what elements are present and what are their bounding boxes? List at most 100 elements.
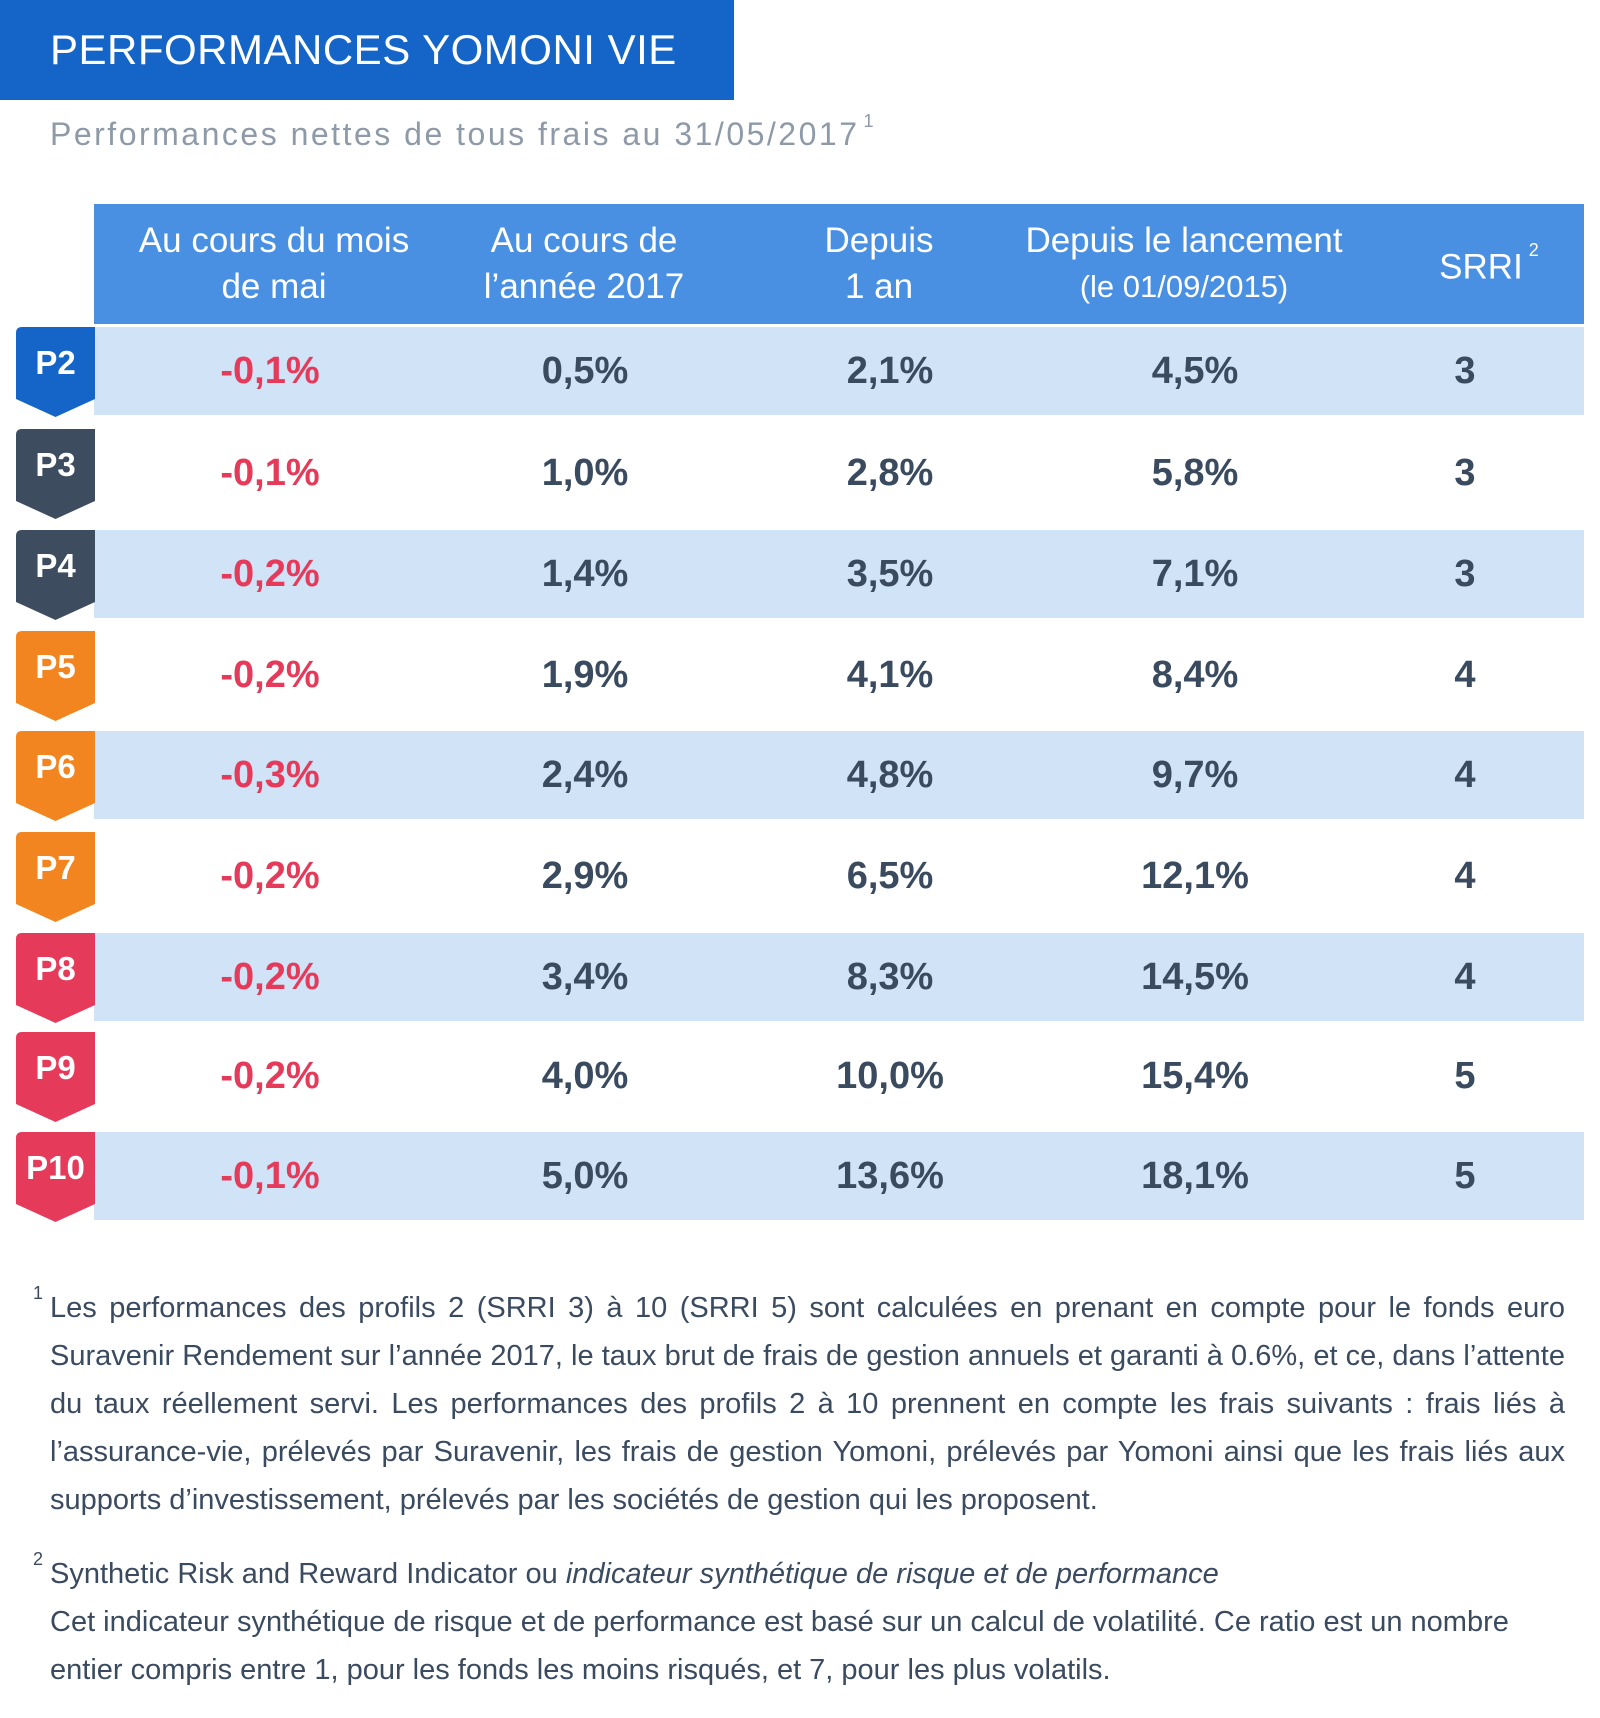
table-row: P9 -0,2% 4,0% 10,0% 15,4% 5: [0, 1032, 1600, 1122]
column-header-since-launch-date: (le 01/09/2015): [1079, 269, 1289, 304]
footnote-2-title-text: Synthetic Risk and Reward Indicator ou: [50, 1558, 566, 1590]
subtitle-footnote-marker: 1: [863, 111, 874, 132]
cell-since-launch: 9,7%: [1151, 754, 1239, 796]
footnote-2-marker: 2: [33, 1549, 44, 1569]
profile-badge: P10: [16, 1132, 95, 1222]
page-subtitle: Performances nettes de tous frais au 31/…: [50, 111, 874, 153]
footnote-2-title-italic: indicateur synthétique de risque et de p…: [565, 1558, 1219, 1590]
cell-month: -0,1%: [220, 452, 320, 494]
table-row: P8 -0,2% 3,4% 8,3% 14,5% 4: [0, 933, 1600, 1023]
footnote-1: Les performances des profils 2 (SRRI 3) …: [50, 1292, 1565, 1516]
cell-one-year: 3,5%: [846, 553, 934, 595]
srri-footnote-marker: 2: [1528, 240, 1539, 261]
cell-one-year: 8,3%: [846, 956, 934, 998]
cell-srri: 4: [1454, 654, 1476, 696]
cell-month: -0,2%: [220, 654, 320, 696]
badge-shape-icon: [16, 832, 95, 922]
row-background: [94, 327, 1584, 415]
cell-year: 2,9%: [541, 855, 629, 897]
profile-badge: P4: [16, 530, 95, 620]
row-background: [94, 530, 1584, 618]
profile-badge: P3: [16, 429, 95, 519]
cell-one-year: 2,8%: [846, 452, 934, 494]
profile-badge: P9: [16, 1032, 95, 1122]
cell-year: 5,0%: [541, 1155, 629, 1197]
column-header-year-line2: l’année 2017: [483, 267, 685, 306]
cell-month: -0,1%: [220, 1155, 320, 1197]
profile-label: P6: [35, 748, 76, 785]
column-header-srri: SRRI 2: [1399, 204, 1579, 324]
badge-shape-icon: [16, 933, 95, 1023]
row-background: [94, 933, 1584, 1021]
cell-srri: 3: [1454, 452, 1476, 494]
cell-since-launch: 5,8%: [1151, 452, 1239, 494]
profile-label: P10: [26, 1149, 85, 1186]
cell-one-year: 4,1%: [846, 654, 934, 696]
table-row: P3 -0,1% 1,0% 2,8% 5,8% 3: [0, 429, 1600, 519]
cell-since-launch: 8,4%: [1151, 654, 1239, 696]
table-row: P5 -0,2% 1,9% 4,1% 8,4% 4: [0, 631, 1600, 721]
table-row: P7 -0,2% 2,9% 6,5% 12,1% 4: [0, 832, 1600, 922]
cell-srri: 3: [1454, 350, 1476, 392]
table-row: P6 -0,3% 2,4% 4,8% 9,7% 4: [0, 731, 1600, 821]
footnote-2-text: Cet indicateur synthétique de risque et …: [50, 1606, 1509, 1686]
profile-label: P2: [35, 344, 76, 381]
profile-label: P8: [35, 950, 76, 987]
column-header-month-line1: Au cours du mois: [138, 221, 410, 260]
cell-year: 3,4%: [541, 956, 629, 998]
cell-since-launch: 4,5%: [1151, 350, 1239, 392]
cell-since-launch: 15,4%: [1141, 1055, 1249, 1097]
profile-label: P3: [35, 446, 76, 483]
cell-month: -0,3%: [220, 754, 320, 796]
cell-since-launch: 7,1%: [1151, 553, 1239, 595]
profile-label: P5: [35, 648, 76, 685]
cell-srri: 5: [1454, 1055, 1476, 1097]
badge-shape-icon: [16, 429, 95, 519]
badge-shape-icon: [16, 631, 95, 721]
profile-label: P9: [35, 1049, 76, 1086]
cell-month: -0,2%: [220, 855, 320, 897]
cell-since-launch: 14,5%: [1141, 956, 1249, 998]
column-header-since-launch-line1: Depuis le lancement: [1025, 221, 1343, 260]
column-header-since-launch: Depuis le lancement (le 01/09/2015): [974, 204, 1394, 324]
row-background: [94, 731, 1584, 819]
profile-badge: P2: [16, 327, 95, 417]
cell-month: -0,2%: [220, 553, 320, 595]
cell-year: 1,0%: [541, 452, 629, 494]
profile-badge: P5: [16, 631, 95, 721]
table-row: P4 -0,2% 1,4% 3,5% 7,1% 3: [0, 530, 1600, 620]
badge-shape-icon: [16, 1032, 95, 1122]
table-row: P2 -0,1% 0,5% 2,1% 4,5% 3: [0, 327, 1600, 417]
column-header-one-year-line2: 1 an: [844, 267, 914, 306]
column-header-srri-text: SRRI: [1439, 247, 1523, 287]
cell-srri: 4: [1454, 956, 1476, 998]
cell-srri: 4: [1454, 855, 1476, 897]
badge-shape-icon: [16, 327, 95, 417]
cell-month: -0,2%: [220, 956, 320, 998]
cell-srri: 4: [1454, 754, 1476, 796]
profile-label: P4: [35, 547, 76, 584]
cell-since-launch: 18,1%: [1141, 1155, 1249, 1197]
cell-month: -0,2%: [220, 1055, 320, 1097]
footnote-2-title: Synthetic Risk and Reward Indicator ou i…: [50, 1550, 1565, 1598]
page-title: PERFORMANCES YOMONI VIE: [0, 0, 734, 100]
cell-one-year: 13,6%: [836, 1155, 944, 1197]
column-header-one-year-line1: Depuis: [824, 221, 934, 260]
profile-badge: P6: [16, 731, 95, 821]
footnote-1-marker: 1: [33, 1283, 44, 1303]
profile-badge: P8: [16, 933, 95, 1023]
cell-one-year: 2,1%: [846, 350, 934, 392]
column-header-month-line2: de mai: [221, 267, 327, 306]
footnote-2: Synthetic Risk and Reward Indicator ou i…: [50, 1550, 1565, 1694]
badge-shape-icon: [16, 1132, 95, 1222]
row-background: [94, 1132, 1584, 1220]
cell-one-year: 6,5%: [846, 855, 934, 897]
badge-shape-icon: [16, 530, 95, 620]
cell-srri: 5: [1454, 1155, 1476, 1197]
table-row: P10 -0,1% 5,0% 13,6% 18,1% 5: [0, 1132, 1600, 1222]
column-header-month: Au cours du mois de mai: [94, 204, 454, 324]
cell-year: 1,4%: [541, 553, 629, 595]
badge-shape-icon: [16, 731, 95, 821]
cell-year: 0,5%: [541, 350, 629, 392]
profile-badge: P7: [16, 832, 95, 922]
